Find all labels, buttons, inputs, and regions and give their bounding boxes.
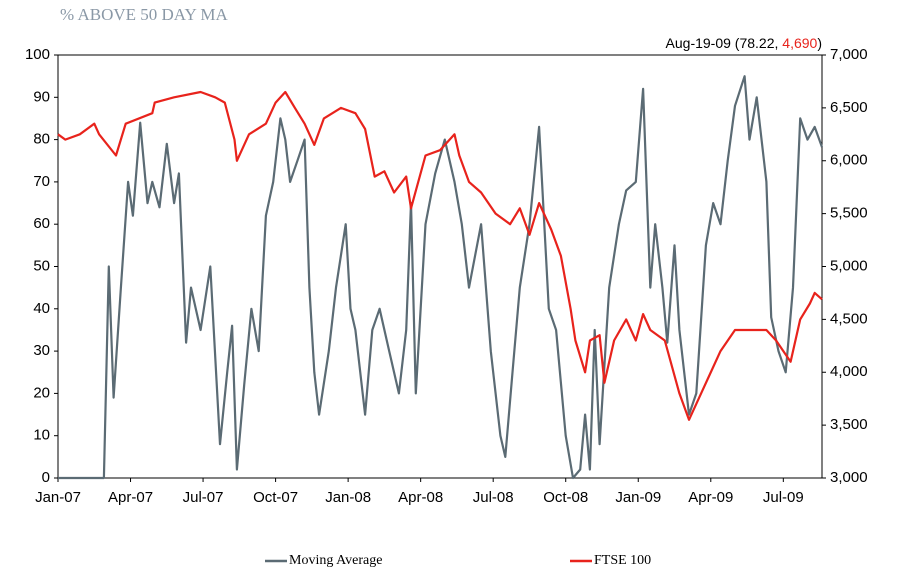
legend-label: FTSE 100	[594, 553, 651, 568]
y2-tick-label: 5,000	[830, 257, 868, 274]
annotation-prefix: Aug-19-09 (78.22,	[666, 35, 783, 51]
y-tick-label: 70	[33, 173, 50, 190]
x-tick-label: Apr-07	[108, 489, 153, 506]
y2-tick-label: 6,500	[830, 99, 868, 116]
x-tick-label: Apr-08	[398, 489, 443, 506]
y-tick-label: 10	[33, 427, 50, 444]
x-tick-label: Apr-09	[688, 489, 733, 506]
x-tick-label: Oct-07	[253, 489, 298, 506]
x-tick-label: Jul-07	[183, 489, 224, 506]
y-tick-label: 60	[33, 215, 50, 232]
y-tick-label: 80	[33, 131, 50, 148]
y-tick-label: 30	[33, 342, 50, 359]
series-line	[57, 90, 823, 421]
y2-tick-label: 7,000	[830, 46, 868, 63]
x-tick-label: Jan-08	[325, 489, 371, 506]
legend-label: Moving Average	[289, 553, 382, 568]
x-tick-label: Jul-09	[763, 489, 804, 506]
y-tick-label: 20	[33, 384, 50, 401]
annotation: Aug-19-09 (78.22, 4,690)	[666, 35, 822, 51]
y2-tick-label: 3,000	[830, 469, 868, 486]
x-tick-label: Jan-07	[35, 489, 81, 506]
chart-title: % ABOVE 50 DAY MA	[60, 5, 229, 24]
y2-tick-label: 3,500	[830, 416, 868, 433]
series-line	[58, 75, 824, 480]
y-tick-label: 0	[42, 469, 50, 486]
x-tick-label: Jul-08	[473, 489, 514, 506]
y-tick-label: 100	[25, 46, 50, 63]
y2-tick-label: 6,000	[830, 152, 868, 169]
annotation-suffix: )	[817, 35, 822, 51]
y-tick-label: 50	[33, 257, 50, 274]
y-tick-label: 90	[33, 88, 50, 105]
x-tick-label: Jan-09	[615, 489, 661, 506]
y2-tick-label: 5,500	[830, 205, 868, 222]
plot-frame	[57, 54, 823, 479]
annotation-highlight: 4,690	[782, 35, 817, 51]
y2-tick-label: 4,500	[830, 310, 868, 327]
y2-tick-label: 4,000	[830, 363, 868, 380]
x-tick-label: Oct-08	[543, 489, 588, 506]
y-tick-label: 40	[33, 300, 50, 317]
